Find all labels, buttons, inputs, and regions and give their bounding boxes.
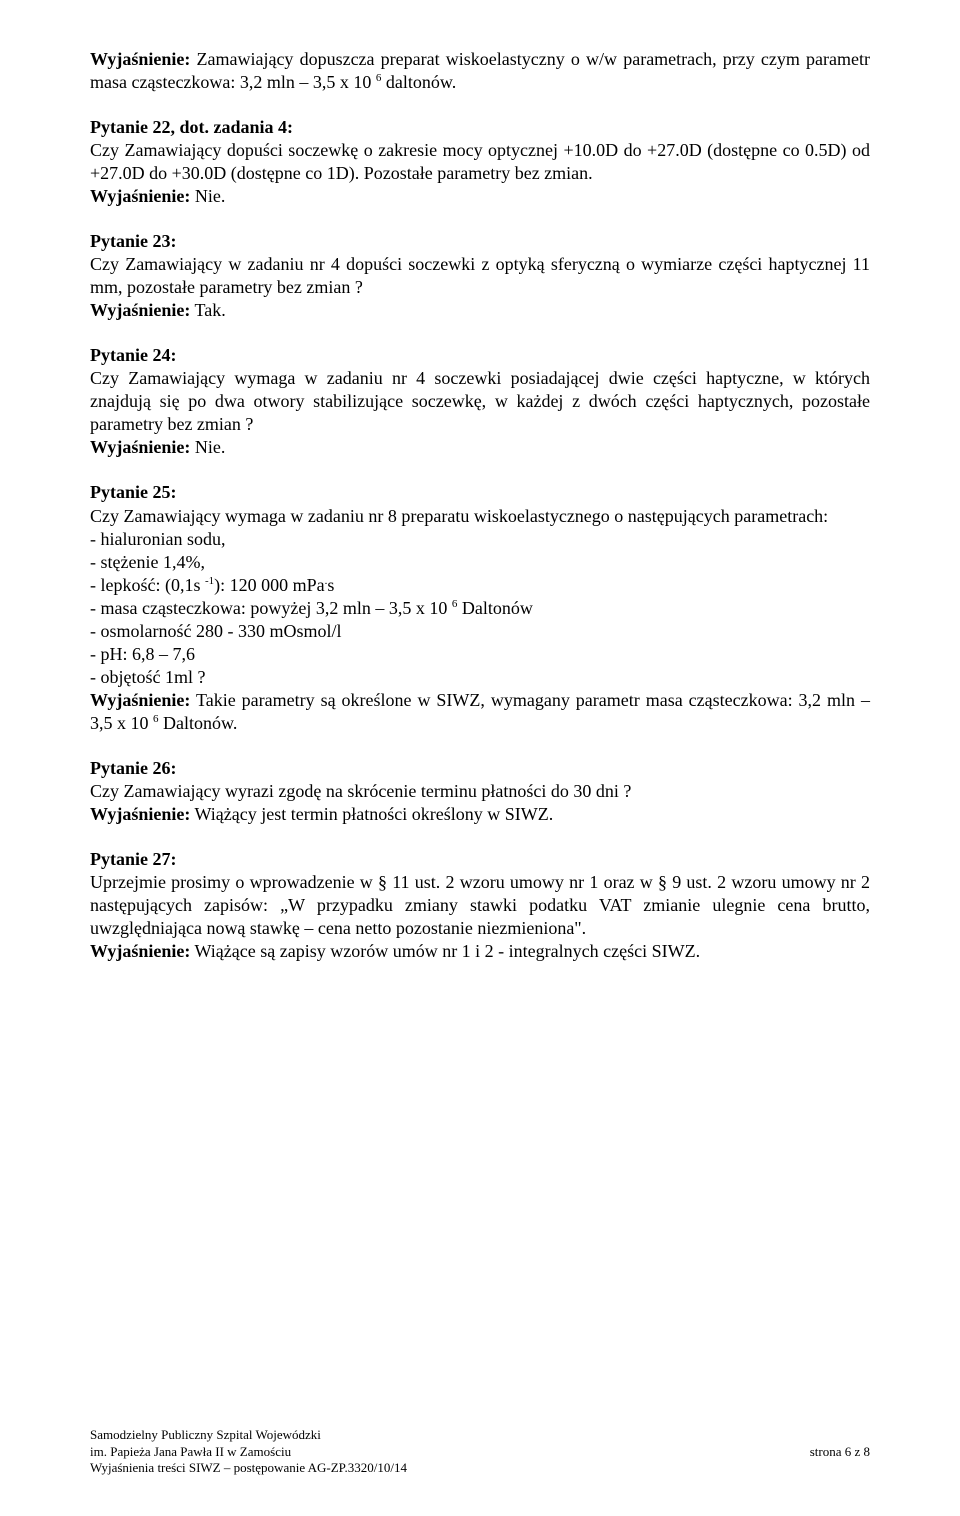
intro-explanation: Wyjaśnienie: Zamawiający dopuszcza prepa… (90, 48, 870, 94)
footer-line2-left: im. Papieża Jana Pawła II w Zamościu (90, 1444, 291, 1460)
question-27: Pytanie 27: Uprzejmie prosimy o wprowadz… (90, 848, 870, 963)
intro-text: Zamawiający dopuszcza preparat wiskoelas… (90, 49, 870, 92)
q25-masa-before: - masa cząsteczkowa: powyżej 3,2 mln – 3… (90, 598, 452, 618)
q27-answer-prefix: Wyjaśnienie: (90, 941, 190, 961)
q26-heading: Pytanie 26: (90, 757, 870, 780)
footer-page-number: strona 6 z 8 (810, 1444, 870, 1460)
intro-prefix: Wyjaśnienie: (90, 49, 190, 69)
q25-lepkosc-after2: s (327, 575, 334, 595)
q25-item-2: - osmolarność 280 - 330 mOsmol/l (90, 620, 870, 643)
q22-answer-prefix: Wyjaśnienie: (90, 186, 190, 206)
q24-body: Czy Zamawiający wymaga w zadaniu nr 4 so… (90, 367, 870, 436)
q23-heading: Pytanie 23: (90, 230, 870, 253)
q24-answer: Wyjaśnienie: Nie. (90, 436, 870, 459)
q22-heading: Pytanie 22, dot. zadania 4: (90, 116, 870, 139)
page-footer: Samodzielny Publiczny Szpital Wojewódzki… (90, 1427, 870, 1476)
intro-text-after: daltonów. (381, 72, 456, 92)
q22-answer-text: Nie. (195, 186, 226, 206)
footer-line1: Samodzielny Publiczny Szpital Wojewódzki (90, 1427, 870, 1443)
q22-body: Czy Zamawiający dopuści soczewkę o zakre… (90, 139, 870, 185)
q25-heading: Pytanie 25: (90, 481, 870, 504)
q27-answer: Wyjaśnienie: Wiążące są zapisy wzorów um… (90, 940, 870, 963)
q25-lepkosc-after: ): 120 000 mPa (214, 575, 325, 595)
q27-answer-text: Wiążące są zapisy wzorów umów nr 1 i 2 -… (195, 941, 701, 961)
q25-masa-after: Daltonów (457, 598, 533, 618)
q27-body: Uprzejmie prosimy o wprowadzenie w § 11 … (90, 871, 870, 940)
q23-answer-text: Tak. (195, 300, 226, 320)
q25-answer: Wyjaśnienie: Takie parametry są określon… (90, 689, 870, 735)
q27-heading: Pytanie 27: (90, 848, 870, 871)
q23-answer: Wyjaśnienie: Tak. (90, 299, 870, 322)
q25-item-0: - hialuronian sodu, (90, 528, 870, 551)
q25-lepkosc-before: - lepkość: (0,1s (90, 575, 205, 595)
q25-item-masa: - masa cząsteczkowa: powyżej 3,2 mln – 3… (90, 597, 870, 620)
q23-body: Czy Zamawiający w zadaniu nr 4 dopuści s… (90, 253, 870, 299)
footer-line2: im. Papieża Jana Pawła II w Zamościu str… (90, 1444, 870, 1460)
q25-item-lepkosc: - lepkość: (0,1s -1): 120 000 mPa.s (90, 574, 870, 597)
q22-answer: Wyjaśnienie: Nie. (90, 185, 870, 208)
question-26: Pytanie 26: Czy Zamawiający wyrazi zgodę… (90, 757, 870, 826)
q24-answer-prefix: Wyjaśnienie: (90, 437, 190, 457)
question-23: Pytanie 23: Czy Zamawiający w zadaniu nr… (90, 230, 870, 322)
question-24: Pytanie 24: Czy Zamawiający wymaga w zad… (90, 344, 870, 459)
q26-answer-prefix: Wyjaśnienie: (90, 804, 190, 824)
q25-answer-prefix: Wyjaśnienie: (90, 690, 190, 710)
q25-body: Czy Zamawiający wymaga w zadaniu nr 8 pr… (90, 505, 870, 528)
question-25: Pytanie 25: Czy Zamawiający wymaga w zad… (90, 481, 870, 734)
footer-line3: Wyjaśnienia treści SIWZ – postępowanie A… (90, 1460, 870, 1476)
q25-lepkosc-sup: -1 (205, 575, 214, 587)
q26-body: Czy Zamawiający wyrazi zgodę na skróceni… (90, 780, 870, 803)
q24-answer-text: Nie. (195, 437, 226, 457)
q25-answer-after: Daltonów. (159, 713, 238, 733)
q25-item-1: - stężenie 1,4%, (90, 551, 870, 574)
q26-answer: Wyjaśnienie: Wiążący jest termin płatnoś… (90, 803, 870, 826)
q25-item-3: - pH: 6,8 – 7,6 (90, 643, 870, 666)
q25-item-4: - objętość 1ml ? (90, 666, 870, 689)
q23-answer-prefix: Wyjaśnienie: (90, 300, 190, 320)
document-page: Wyjaśnienie: Zamawiający dopuszcza prepa… (0, 0, 960, 1516)
q24-heading: Pytanie 24: (90, 344, 870, 367)
question-22: Pytanie 22, dot. zadania 4: Czy Zamawiaj… (90, 116, 870, 208)
q26-answer-text: Wiążący jest termin płatności określony … (195, 804, 554, 824)
